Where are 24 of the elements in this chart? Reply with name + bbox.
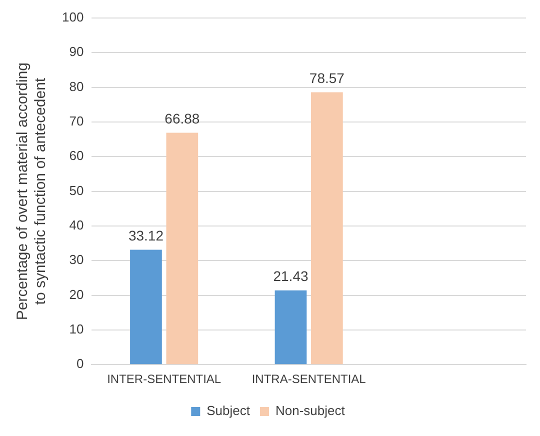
data-label: 78.57: [309, 70, 345, 86]
bar: [166, 132, 198, 364]
y-tick-label: 80: [69, 78, 84, 94]
x-tick-label: INTRA-SENTENTIAL: [252, 372, 366, 386]
data-label: 21.43: [273, 268, 308, 284]
bar: [130, 250, 162, 364]
bar: [274, 290, 307, 364]
y-tick-label: 100: [62, 10, 84, 25]
legend-label: Non-subject: [275, 403, 346, 418]
y-axis-title: Percentage of overt material according to syntactic function of antecedent: [14, 62, 50, 320]
y-tick-label: 70: [69, 114, 84, 129]
x-tick-label: INTER-SENTENTIAL: [107, 372, 222, 386]
y-tick-label: 20: [69, 286, 84, 302]
bar: [311, 92, 343, 364]
legend-label: Subject: [206, 403, 250, 418]
y-tick-label: 30: [69, 252, 84, 268]
y-tick-label: 60: [69, 148, 84, 164]
y-tick-label: 50: [69, 182, 84, 198]
y-tick-label: 90: [69, 44, 84, 60]
data-label: 66.88: [164, 110, 200, 127]
data-label: 33.12: [128, 228, 164, 244]
y-tick-label: 10: [69, 322, 84, 337]
y-tick-label: 0: [76, 356, 84, 372]
y-tick-label: 40: [69, 218, 84, 233]
